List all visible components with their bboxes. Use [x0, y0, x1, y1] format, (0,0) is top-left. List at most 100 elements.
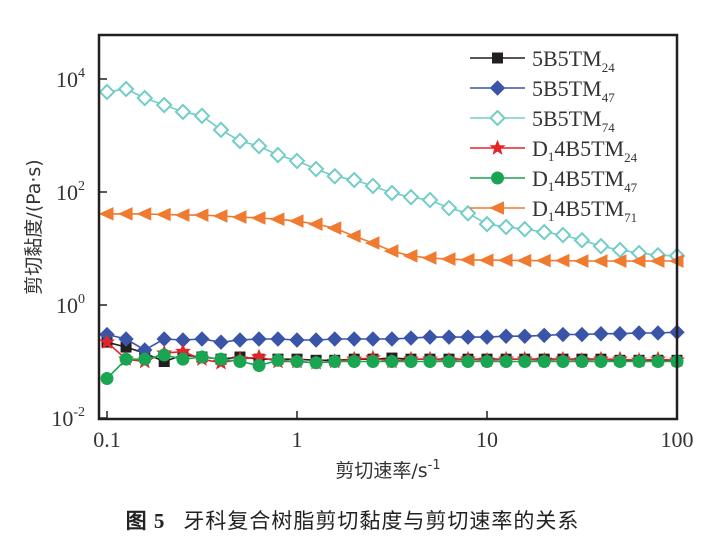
data-point — [383, 244, 399, 258]
data-point — [364, 177, 382, 195]
legend-item: 5B5TM74 — [470, 106, 615, 135]
data-point — [174, 103, 192, 121]
data-point — [575, 355, 589, 368]
data-point — [269, 212, 285, 226]
figure-caption: 图 5 牙科复合树脂剪切黏度与剪切速率的关系 — [0, 505, 705, 535]
data-point — [98, 207, 114, 221]
data-point — [136, 89, 154, 107]
legend-item: D14B5TM71 — [470, 196, 637, 225]
data-point — [611, 241, 629, 259]
data-point — [98, 83, 116, 101]
data-point — [573, 231, 591, 249]
x-tick-label: 100 — [661, 427, 694, 452]
series-1 — [99, 324, 685, 358]
legend-label: 5B5TM24 — [532, 46, 615, 75]
data-point — [497, 218, 515, 236]
series-2 — [98, 80, 686, 265]
figure-number: 图 5 — [125, 509, 166, 533]
data-point — [536, 327, 552, 344]
data-point — [155, 96, 173, 114]
data-point — [440, 252, 456, 266]
data-point — [194, 331, 210, 347]
data-point — [232, 332, 248, 348]
data-point — [423, 355, 437, 368]
data-point — [270, 331, 286, 347]
data-point — [613, 355, 627, 368]
data-point — [383, 184, 401, 202]
data-point — [440, 199, 458, 217]
data-point — [442, 355, 456, 368]
legend-item: D14B5TM47 — [470, 166, 638, 195]
data-point — [404, 355, 418, 368]
data-point — [384, 331, 400, 347]
data-point — [403, 330, 419, 346]
data-point — [308, 332, 324, 348]
legend-item: 5B5TM47 — [470, 76, 615, 105]
data-point — [460, 329, 476, 345]
data-point — [556, 355, 570, 368]
x-tick-label: 10 — [476, 427, 498, 452]
data-point — [364, 236, 380, 250]
data-point — [554, 253, 570, 268]
data-point — [157, 348, 171, 362]
y-tick-label: 100 — [56, 292, 85, 318]
legend-marker — [491, 171, 504, 185]
data-point — [518, 355, 532, 368]
legend-marker — [489, 80, 506, 96]
data-point — [593, 326, 609, 342]
data-point — [193, 208, 209, 222]
data-point — [233, 355, 247, 368]
data-point — [594, 355, 608, 368]
legend-item: D14B5TM24 — [470, 136, 638, 165]
data-point — [632, 355, 646, 368]
data-point — [497, 253, 513, 268]
data-point — [459, 253, 475, 267]
data-point — [251, 331, 267, 347]
data-point — [573, 254, 589, 268]
data-point — [479, 329, 495, 345]
data-point — [117, 80, 135, 98]
data-point — [250, 211, 266, 225]
data-point — [328, 355, 342, 368]
data-point — [307, 217, 323, 231]
data-point — [366, 355, 380, 368]
data-point — [499, 355, 513, 368]
data-point — [385, 355, 399, 368]
data-point — [536, 253, 551, 268]
x-axis-ticks: 0.1 1 10 100 — [93, 411, 694, 452]
viscosity-chart: 0.1 1 10 100 10-2 100 102 104 5B5TM245B5TM475B… — [23, 33, 694, 482]
data-point — [345, 171, 363, 189]
data-point — [176, 352, 190, 366]
legend-label: 5B5TM74 — [532, 106, 615, 135]
data-point — [231, 132, 249, 150]
data-point — [592, 254, 608, 268]
data-point — [402, 188, 420, 206]
data-point — [213, 334, 229, 350]
data-point — [498, 328, 514, 344]
data-point — [347, 355, 361, 368]
data-point — [478, 215, 496, 233]
data-point — [592, 237, 610, 255]
legend-marker — [489, 201, 504, 215]
data-point — [250, 137, 268, 155]
y-tick-label: 102 — [56, 179, 85, 205]
data-point — [136, 207, 152, 221]
data-point — [422, 329, 438, 345]
data-point — [212, 209, 228, 223]
data-point — [156, 207, 171, 222]
data-point — [421, 251, 437, 265]
data-point — [630, 254, 646, 268]
legend: 5B5TM245B5TM475B5TM74D14B5TM24D14B5TM47D… — [470, 46, 638, 225]
data-point — [402, 249, 418, 263]
data-point — [174, 208, 190, 222]
x-axis-title: 剪切速率/s-1 — [335, 458, 440, 482]
data-point — [441, 329, 457, 345]
x-tick-label: 1 — [292, 427, 303, 452]
data-point — [231, 210, 247, 224]
legend-label: D14B5TM71 — [532, 196, 637, 225]
data-point — [156, 331, 172, 347]
data-point — [346, 331, 362, 347]
data-point — [516, 220, 534, 238]
data-point — [327, 331, 343, 347]
data-point — [480, 355, 494, 368]
